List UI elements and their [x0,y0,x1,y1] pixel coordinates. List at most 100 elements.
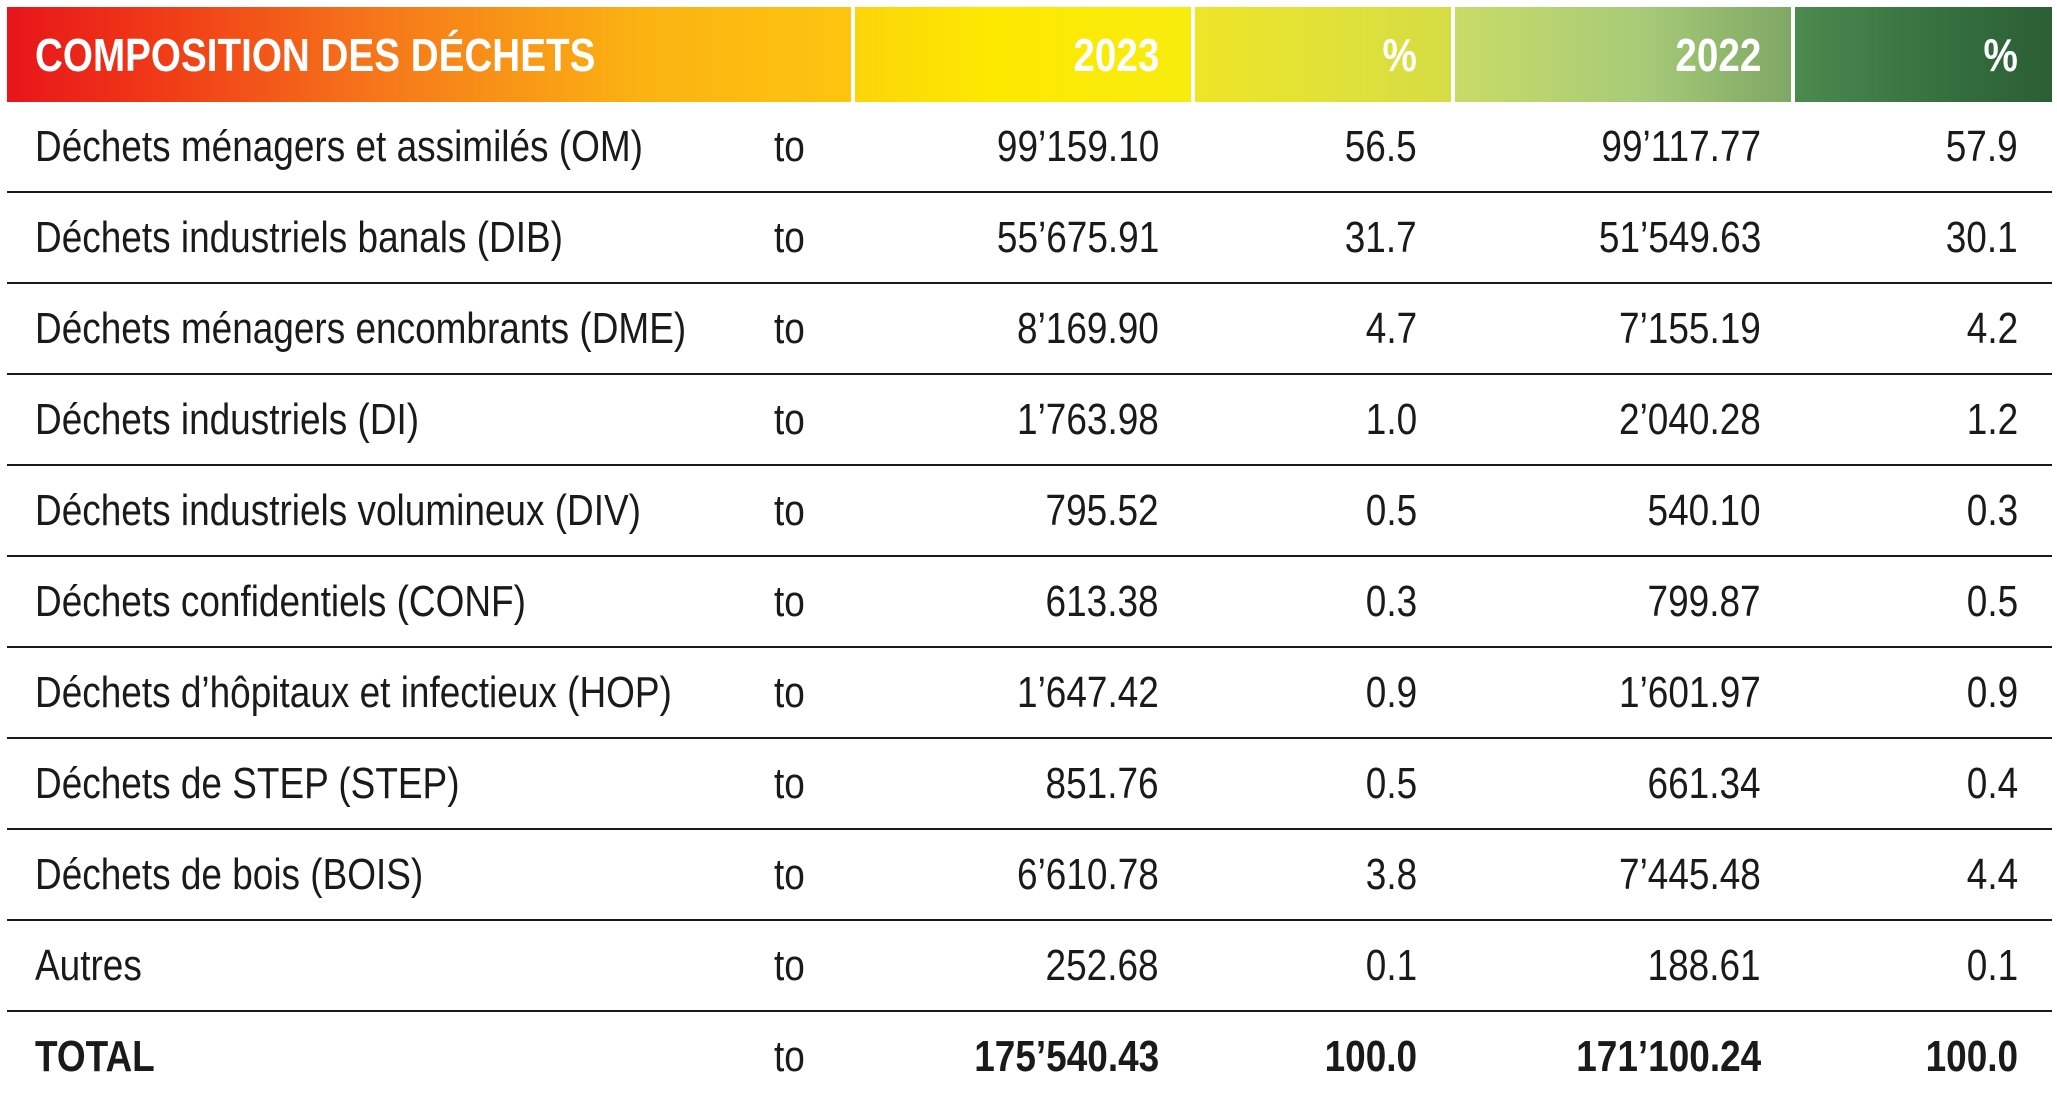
total-pct-2023: 100.0 [1324,1031,1417,1081]
row-unit: to [774,940,805,990]
row-unit: to [774,212,805,262]
row-value-2023: 55’675.91 [996,212,1159,262]
row-value-2023-cell: 1’763.98 [851,395,1191,445]
table-row: Déchets industriels volumineux (DIV) to … [7,466,2052,557]
row-unit-cell: to [762,941,851,991]
row-pct-2022: 0.1 [1966,940,2018,990]
row-value-2022-cell: 540.10 [1451,486,1791,536]
total-value-2023: 175’540.43 [974,1031,1159,1081]
row-value-2022: 540.10 [1647,485,1761,535]
row-pct-2023: 0.3 [1365,576,1417,626]
row-value-2022: 661.34 [1647,758,1761,808]
row-value-2023-cell: 795.52 [851,486,1191,536]
table-row: Déchets industriels (DI) to 1’763.98 1.0… [7,375,2052,466]
total-unit-cell: to [762,1032,851,1082]
row-label: Déchets ménagers et assimilés (OM) [35,121,643,171]
row-label-cell: Autres [7,941,762,991]
row-value-2023-cell: 6’610.78 [851,850,1191,900]
row-value-2023-cell: 99’159.10 [851,122,1191,172]
row-pct-2022: 1.2 [1966,394,2018,444]
total-unit: to [774,1031,805,1081]
row-unit: to [774,121,805,171]
row-pct-2023-cell: 0.3 [1191,577,1451,627]
row-label: Autres [35,940,142,990]
row-unit-cell: to [762,668,851,718]
row-pct-2022-cell: 0.4 [1791,759,2052,809]
table-header: COMPOSITION DES DÉCHETS 2023 % 2022 % [7,7,2052,102]
row-value-2023: 1’763.98 [1017,394,1159,444]
row-value-2022: 2’040.28 [1619,394,1761,444]
total-label-cell: TOTAL [7,1032,762,1082]
row-pct-2022: 30.1 [1946,212,2018,262]
row-unit-cell: to [762,304,851,354]
table-row: Déchets d’hôpitaux et infectieux (HOP) t… [7,648,2052,739]
row-unit-cell: to [762,486,851,536]
row-value-2023: 795.52 [1045,485,1159,535]
row-unit-cell: to [762,577,851,627]
row-pct-2022: 57.9 [1946,121,2018,171]
row-label: Déchets d’hôpitaux et infectieux (HOP) [35,667,672,717]
row-value-2023: 8’169.90 [1017,303,1159,353]
header-2022-cell: 2022 [1455,7,1791,102]
row-unit: to [774,667,805,717]
row-unit: to [774,485,805,535]
row-label-cell: Déchets industriels (DI) [7,395,762,445]
row-label: Déchets industriels banals (DIB) [35,212,563,262]
row-label-cell: Déchets ménagers encombrants (DME) [7,304,762,354]
row-unit: to [774,849,805,899]
row-pct-2022: 0.9 [1966,667,2018,717]
row-pct-2023: 31.7 [1345,212,1417,262]
row-label-cell: Déchets ménagers et assimilés (OM) [7,122,762,172]
row-value-2023-cell: 55’675.91 [851,213,1191,263]
row-unit: to [774,394,805,444]
table-row: Déchets ménagers encombrants (DME) to 8’… [7,284,2052,375]
table-row: Déchets de STEP (STEP) to 851.76 0.5 661… [7,739,2052,830]
row-value-2022-cell: 51’549.63 [1451,213,1791,263]
header-title: COMPOSITION DES DÉCHETS [35,28,596,81]
table-row: Déchets confidentiels (CONF) to 613.38 0… [7,557,2052,648]
row-value-2022: 799.87 [1647,576,1761,626]
header-pct-2023-cell: % [1195,7,1451,102]
row-pct-2023-cell: 4.7 [1191,304,1451,354]
row-value-2022-cell: 7’155.19 [1451,304,1791,354]
row-value-2023: 851.76 [1045,758,1159,808]
row-label: Déchets ménagers encombrants (DME) [35,303,687,353]
total-value-2023-cell: 175’540.43 [851,1032,1191,1082]
waste-composition-table: COMPOSITION DES DÉCHETS 2023 % 2022 % Dé… [7,7,2052,1101]
row-value-2023: 6’610.78 [1017,849,1159,899]
row-value-2022: 7’445.48 [1619,849,1761,899]
row-label-cell: Déchets de bois (BOIS) [7,850,762,900]
row-pct-2023-cell: 0.9 [1191,668,1451,718]
row-value-2022: 1’601.97 [1619,667,1761,717]
table-row: Autres to 252.68 0.1 188.61 0.1 [7,921,2052,1012]
header-year-2022: 2022 [1675,28,1761,81]
row-unit: to [774,303,805,353]
row-pct-2023: 1.0 [1365,394,1417,444]
row-unit: to [774,758,805,808]
row-pct-2022: 4.4 [1966,849,2018,899]
row-value-2022-cell: 2’040.28 [1451,395,1791,445]
row-pct-2022: 0.4 [1966,758,2018,808]
row-value-2022-cell: 7’445.48 [1451,850,1791,900]
row-value-2023-cell: 8’169.90 [851,304,1191,354]
table-row: Déchets ménagers et assimilés (OM) to 99… [7,102,2052,193]
row-unit-cell: to [762,850,851,900]
row-unit-cell: to [762,213,851,263]
header-year-2023: 2023 [1073,28,1159,81]
row-pct-2022-cell: 1.2 [1791,395,2052,445]
row-label: Déchets industriels volumineux (DIV) [35,485,641,535]
row-pct-2022-cell: 0.3 [1791,486,2052,536]
header-pct-2022-cell: % [1795,7,2052,102]
row-unit-cell: to [762,122,851,172]
row-label-cell: Déchets d’hôpitaux et infectieux (HOP) [7,668,762,718]
row-pct-2022-cell: 57.9 [1791,122,2052,172]
row-value-2022: 188.61 [1647,940,1761,990]
row-pct-2022: 4.2 [1966,303,2018,353]
header-pct-2023: % [1382,28,1417,81]
row-pct-2023: 0.5 [1365,758,1417,808]
row-label: Déchets de bois (BOIS) [35,849,424,899]
row-value-2023-cell: 252.68 [851,941,1191,991]
row-value-2022-cell: 188.61 [1451,941,1791,991]
table-row: Déchets de bois (BOIS) to 6’610.78 3.8 7… [7,830,2052,921]
row-value-2023-cell: 851.76 [851,759,1191,809]
